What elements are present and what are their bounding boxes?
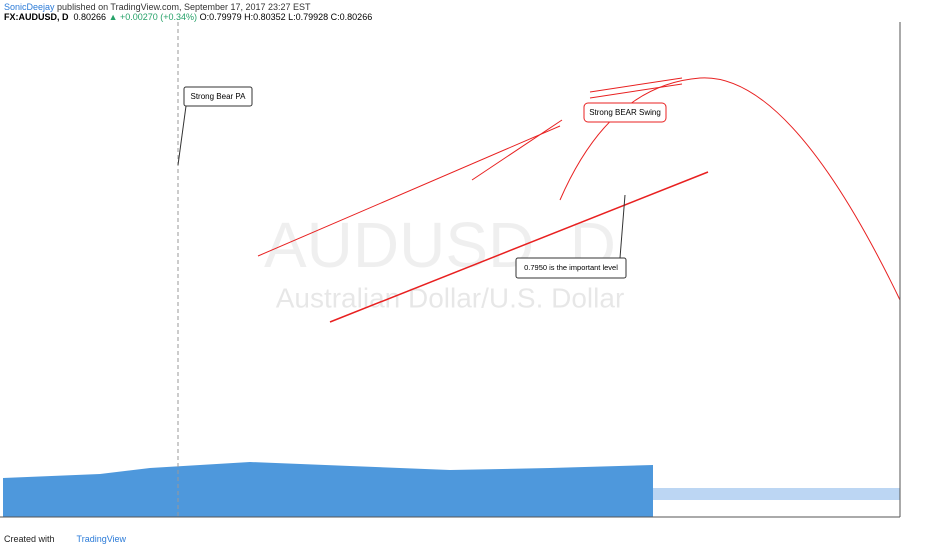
annotation-text: Strong Bear PA xyxy=(191,92,247,101)
callout-line xyxy=(177,105,187,166)
volume-band xyxy=(653,488,900,500)
change: ▲ +0.00270 (+0.34%) xyxy=(108,12,198,22)
annotation-text: Strong BEAR Swing xyxy=(589,108,661,117)
callout-line xyxy=(619,194,626,259)
footer: Created with TradingView xyxy=(4,534,126,544)
symbol: FX:AUDUSD, D xyxy=(4,12,69,22)
callout-box xyxy=(183,86,253,107)
header-line: SonicDeejay published on TradingView.com… xyxy=(4,2,311,12)
annotation: 0.7950 is the important level xyxy=(515,194,627,279)
watermark-subtitle: Australian Dollar/U.S. Dollar xyxy=(276,282,625,313)
last-price: 0.80266 xyxy=(73,12,107,22)
trend-line xyxy=(257,125,561,257)
annotation-text: 0.7950 is the important level xyxy=(524,263,618,272)
published: published on TradingView.com, September … xyxy=(57,2,311,12)
drawings xyxy=(257,77,901,323)
trend-line xyxy=(471,119,563,181)
ohlc: O:0.79979 H:0.80352 L:0.79928 C:0.80266 xyxy=(199,12,373,22)
annotation: Strong BEAR Swing xyxy=(583,102,667,123)
symbol-line: FX:AUDUSD, D 0.80266 ▲ +0.00270 (+0.34%)… xyxy=(4,12,372,22)
annotation: Strong Bear PA xyxy=(177,86,253,166)
trend-line xyxy=(589,77,683,93)
callout-box xyxy=(515,257,627,279)
author: SonicDeejay xyxy=(4,2,55,12)
volume-area xyxy=(3,462,653,517)
brand: TradingView xyxy=(76,534,127,544)
trend-line xyxy=(329,171,709,323)
created: Created with xyxy=(4,534,55,544)
trend-line xyxy=(589,83,683,99)
callout-box xyxy=(583,102,667,123)
projection-arc xyxy=(559,77,901,301)
